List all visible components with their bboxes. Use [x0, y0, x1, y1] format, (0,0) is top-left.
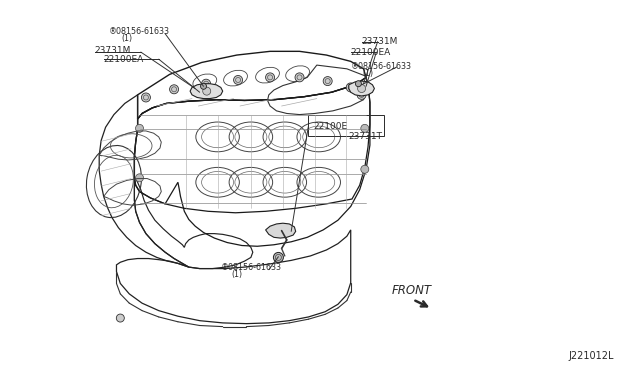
Circle shape [355, 81, 362, 87]
Text: 23731M: 23731M [362, 37, 398, 46]
Circle shape [141, 93, 150, 102]
Circle shape [323, 77, 332, 86]
Circle shape [202, 79, 211, 88]
Text: ®08156-61633: ®08156-61633 [109, 27, 170, 36]
Text: 23731T: 23731T [349, 132, 383, 141]
Text: 23731M: 23731M [95, 46, 131, 55]
Circle shape [358, 84, 365, 93]
Circle shape [136, 124, 143, 132]
Circle shape [116, 314, 124, 322]
Circle shape [266, 73, 275, 82]
Circle shape [361, 124, 369, 132]
Circle shape [295, 73, 304, 82]
Text: 22100E: 22100E [314, 122, 348, 131]
Polygon shape [190, 84, 223, 99]
Circle shape [234, 76, 243, 84]
Circle shape [273, 253, 284, 262]
Text: (1): (1) [122, 34, 132, 43]
Circle shape [361, 165, 369, 173]
Text: 22100EA: 22100EA [104, 55, 144, 64]
Text: 22100EA: 22100EA [351, 48, 391, 57]
Text: FRONT: FRONT [392, 285, 432, 297]
Text: (1): (1) [232, 270, 243, 279]
Circle shape [200, 83, 207, 89]
Circle shape [170, 85, 179, 94]
Circle shape [136, 174, 143, 182]
Polygon shape [349, 81, 374, 96]
Circle shape [357, 90, 366, 99]
Text: ®08156-61633: ®08156-61633 [351, 62, 412, 71]
Polygon shape [266, 223, 296, 238]
Text: ®08156-61633: ®08156-61633 [221, 263, 282, 272]
Text: (1): (1) [362, 69, 373, 78]
Circle shape [346, 83, 355, 92]
Text: J221012L: J221012L [569, 352, 614, 361]
Circle shape [203, 87, 211, 95]
